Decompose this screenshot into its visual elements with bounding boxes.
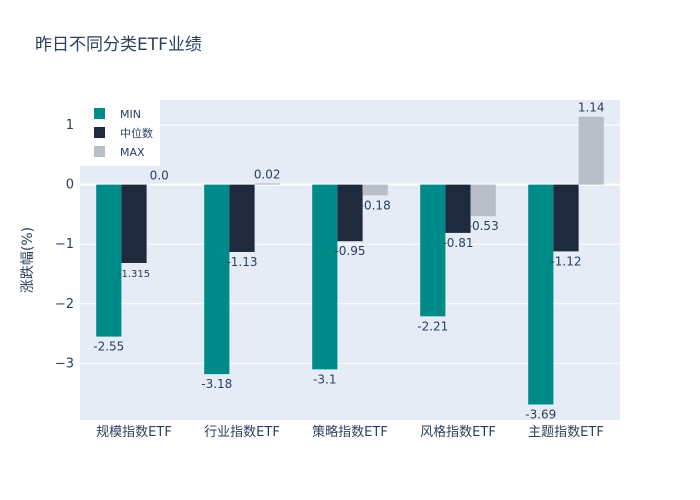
legend-label[interactable]: MAX bbox=[120, 146, 145, 159]
data-label: -2.21 bbox=[417, 319, 448, 333]
x-tick-label: 主题指数ETF bbox=[528, 425, 604, 440]
bar[interactable] bbox=[420, 184, 446, 317]
legend[interactable]: MIN 中位数 MAX bbox=[80, 100, 160, 166]
x-tick-label: 风格指数ETF bbox=[420, 424, 496, 440]
bar[interactable] bbox=[528, 184, 554, 405]
bar[interactable] bbox=[121, 184, 147, 263]
legend-swatch bbox=[94, 127, 105, 138]
bar[interactable] bbox=[470, 184, 496, 217]
legend-label[interactable]: MIN bbox=[120, 108, 141, 121]
bar[interactable] bbox=[337, 184, 363, 242]
x-tick-label: 规模指数ETF bbox=[96, 425, 172, 440]
y-axis-title: 涨跌幅(%) bbox=[20, 227, 36, 293]
y-tick-label: −2 bbox=[55, 297, 74, 312]
bar[interactable] bbox=[312, 184, 338, 370]
data-label: 0.0 bbox=[150, 169, 169, 183]
data-label: -0.18 bbox=[360, 198, 391, 212]
data-label: -3.69 bbox=[525, 408, 556, 422]
bar[interactable] bbox=[204, 184, 230, 375]
bar[interactable] bbox=[553, 184, 579, 252]
data-label: -1.12 bbox=[550, 254, 581, 268]
data-label: -2.55 bbox=[93, 340, 124, 354]
x-axis-ticks: 规模指数ETF 行业指数ETF 策略指数ETF 风格指数ETF 主题指数ETF bbox=[96, 424, 604, 440]
y-tick-label: 0 bbox=[66, 178, 74, 193]
x-tick-label: 策略指数ETF bbox=[312, 424, 388, 440]
data-label: -3.18 bbox=[201, 377, 232, 391]
data-label: -0.81 bbox=[442, 236, 473, 250]
chart-title: 昨日不同分类ETF业绩 bbox=[35, 35, 202, 55]
bar[interactable] bbox=[229, 184, 255, 252]
bar[interactable] bbox=[362, 184, 388, 196]
x-tick-label: 行业指数ETF bbox=[204, 425, 280, 440]
y-tick-label: −3 bbox=[55, 356, 74, 371]
data-labels: -2.55 -1.315 0.0 -3.18 -1.13 0.02 -3.1 -0.95 -0.… bbox=[93, 101, 604, 422]
bar[interactable] bbox=[96, 184, 122, 337]
bar[interactable] bbox=[578, 116, 604, 185]
data-label: -1.315 bbox=[118, 269, 150, 280]
bar[interactable] bbox=[254, 183, 280, 185]
data-label: 1.14 bbox=[578, 101, 605, 115]
y-axis-ticks: −3 −2 −1 0 1 bbox=[55, 118, 74, 371]
y-tick-label: 1 bbox=[66, 118, 74, 133]
data-label: 0.02 bbox=[254, 167, 281, 181]
legend-swatch bbox=[94, 146, 105, 157]
legend-swatch bbox=[94, 108, 105, 119]
bar[interactable] bbox=[445, 184, 471, 233]
legend-background bbox=[80, 100, 160, 166]
data-label: -3.1 bbox=[313, 372, 336, 386]
data-label: -1.13 bbox=[226, 255, 257, 269]
legend-label[interactable]: 中位数 bbox=[120, 126, 153, 140]
y-tick-label: −1 bbox=[55, 237, 74, 252]
data-label: -0.95 bbox=[334, 244, 365, 258]
bars bbox=[96, 116, 604, 405]
data-label: -0.53 bbox=[468, 219, 499, 233]
